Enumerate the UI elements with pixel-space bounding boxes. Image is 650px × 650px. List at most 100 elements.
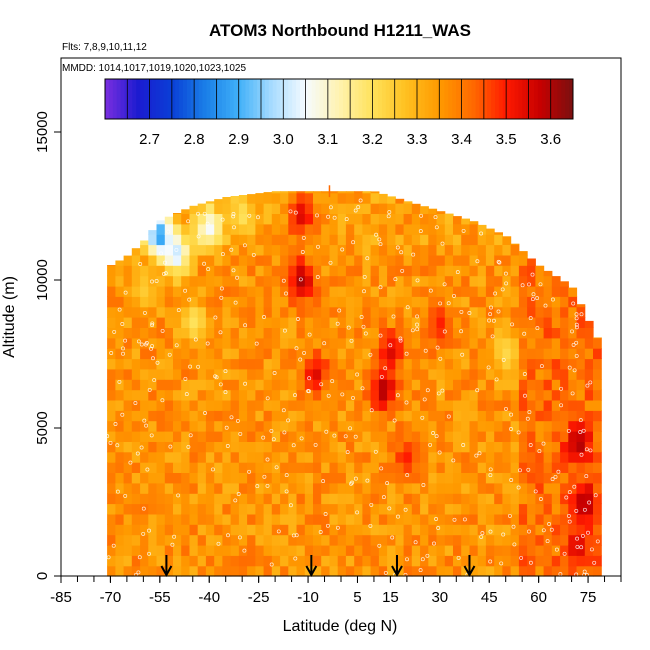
heat-cell: [469, 389, 479, 401]
heat-cell: [263, 472, 273, 484]
sample-point: [351, 240, 356, 245]
colorbar-segment: [424, 79, 430, 119]
heat-cell: [230, 348, 240, 360]
heat-cell: [502, 410, 512, 422]
sample-point: [136, 339, 141, 344]
heat-cell: [420, 399, 429, 411]
heat-cell: [420, 565, 429, 577]
heat-cell: [354, 285, 363, 297]
sample-point: [313, 442, 318, 447]
heat-cell: [436, 213, 446, 225]
heat-cell: [502, 327, 512, 339]
heat-cell: [321, 265, 330, 277]
heat-cell: [362, 472, 372, 484]
sample-point: [399, 250, 404, 255]
heat-cell: [461, 493, 470, 505]
heat-cell: [469, 223, 479, 235]
heat-cell: [329, 358, 339, 370]
heat-cell: [263, 565, 273, 577]
heat-cell: [345, 555, 355, 567]
colorbar-segment: [186, 79, 192, 119]
heat-cell: [313, 265, 322, 277]
heat-cell: [494, 431, 503, 442]
heat-cell: [230, 503, 240, 515]
heat-cell: [329, 254, 339, 266]
heat-cell: [304, 441, 314, 453]
heat-cell: [395, 420, 405, 432]
heat-cell: [560, 503, 569, 515]
heat-cell: [403, 451, 413, 463]
heat-cell: [469, 275, 479, 287]
heat-cell: [189, 368, 199, 380]
heat-cell: [543, 296, 553, 308]
heat-cell: [288, 493, 298, 505]
heat-cell: [518, 555, 528, 567]
heat-cell: [362, 544, 372, 556]
heat-cell: [420, 348, 429, 360]
colorbar-segment: [342, 79, 348, 119]
heat-cell: [238, 555, 248, 567]
sample-point: [475, 388, 480, 393]
heat-cell: [370, 191, 380, 194]
heat-cell: [395, 493, 405, 505]
colorbar-segment: [315, 79, 320, 119]
colorbar-segment: [151, 79, 157, 119]
sample-point: [238, 431, 243, 436]
heat-cell: [387, 493, 396, 505]
heat-cell: [263, 306, 273, 318]
colorbar-segment: [179, 79, 184, 119]
heat-cell: [345, 524, 355, 536]
heat-cell: [123, 431, 133, 442]
sample-point: [186, 444, 191, 449]
sample-point: [373, 449, 378, 454]
heat-cell: [313, 565, 322, 577]
heat-cell: [420, 206, 429, 214]
heat-cell: [494, 534, 503, 546]
sample-point: [533, 489, 538, 494]
heat-cell: [428, 431, 438, 442]
sample-point: [451, 458, 456, 463]
heat-cell: [238, 358, 248, 370]
heat-cell: [271, 441, 281, 453]
heat-cell: [238, 244, 248, 256]
heat-cell: [403, 544, 413, 556]
heat-cell: [593, 399, 602, 411]
heat-cell: [502, 503, 512, 515]
sample-point: [579, 312, 584, 317]
heat-cell: [230, 410, 240, 422]
sample-point: [224, 425, 229, 430]
heat-cell: [420, 482, 429, 494]
sample-point: [541, 441, 546, 446]
heat-cell: [181, 348, 190, 360]
heat-cell: [584, 337, 594, 349]
heat-cell: [387, 348, 396, 360]
heat-cell: [469, 358, 479, 370]
sample-point: [172, 534, 177, 539]
sample-point: [455, 270, 460, 275]
heat-cell: [181, 462, 190, 473]
heat-cell: [551, 358, 561, 370]
heat-cell: [337, 244, 347, 256]
heat-cell: [469, 221, 479, 225]
heat-cell: [444, 493, 454, 505]
heat-cell: [255, 306, 265, 318]
heat-cell: [527, 565, 536, 577]
heat-cell: [205, 265, 215, 277]
heat-cell: [453, 565, 462, 577]
heat-cell: [164, 317, 174, 328]
heat-cell: [461, 472, 470, 484]
heat-cell: [197, 493, 207, 505]
heat-cell: [387, 244, 396, 256]
sample-point: [355, 510, 360, 515]
heat-cell: [173, 327, 182, 339]
heat-cell: [230, 275, 240, 287]
heat-cell: [115, 493, 125, 505]
heat-cell: [123, 493, 133, 505]
heat-cell: [222, 451, 232, 463]
sample-point: [141, 531, 146, 536]
heat-cell: [140, 368, 149, 380]
heat-cell: [107, 368, 116, 380]
sample-point: [108, 440, 113, 445]
heat-cell: [362, 565, 372, 577]
sample-point: [219, 295, 224, 300]
